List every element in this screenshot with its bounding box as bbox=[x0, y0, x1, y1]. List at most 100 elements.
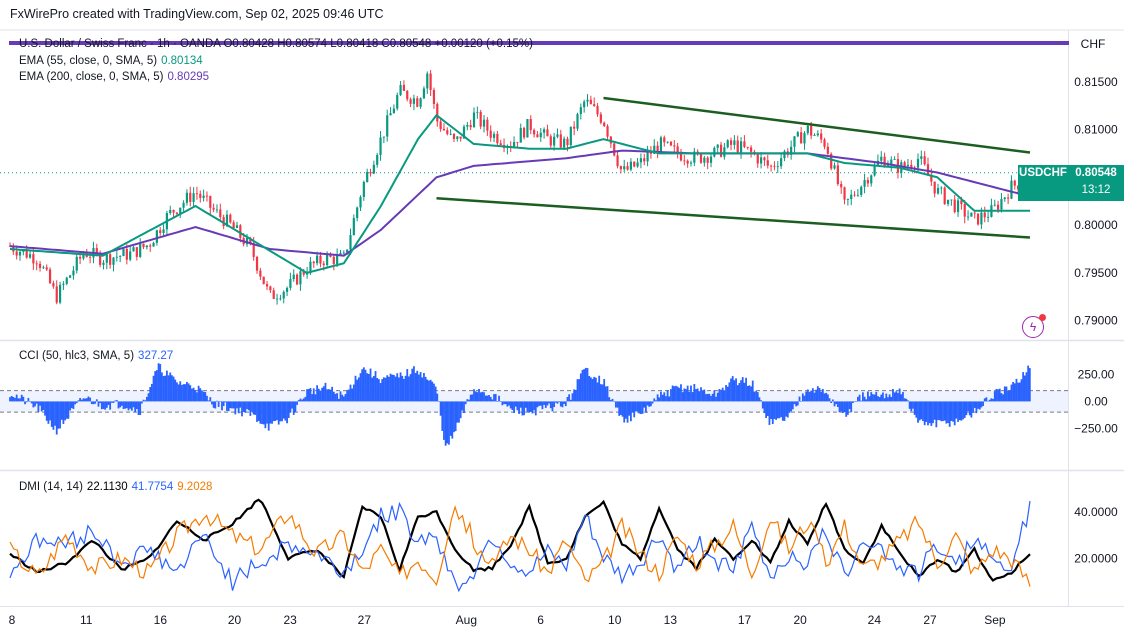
cci-bar bbox=[741, 377, 744, 402]
cci-bar bbox=[628, 401, 631, 416]
candle-body bbox=[553, 136, 556, 146]
candle-body bbox=[466, 124, 469, 127]
time-tick-label: 27 bbox=[923, 613, 937, 627]
cci-bar bbox=[216, 400, 218, 402]
candle-body bbox=[346, 249, 349, 253]
cci-bar bbox=[514, 401, 517, 407]
candle bbox=[589, 95, 592, 105]
alert-bolt-icon[interactable]: ϟ bbox=[1022, 314, 1046, 338]
cci-bar bbox=[745, 377, 747, 402]
cci-bar bbox=[963, 401, 966, 418]
cci-bar bbox=[716, 392, 719, 402]
candle-body bbox=[893, 159, 896, 160]
candle-body bbox=[940, 187, 943, 189]
cci-bar bbox=[765, 401, 767, 418]
candle bbox=[175, 212, 179, 216]
candle-body bbox=[823, 139, 826, 147]
cci-bar bbox=[231, 401, 233, 409]
cci-bar bbox=[132, 401, 135, 408]
cci-bar bbox=[484, 395, 487, 402]
candle-body bbox=[706, 157, 709, 163]
cci-bar bbox=[743, 382, 746, 402]
dmi-tick-label: 40.0000 bbox=[1074, 505, 1118, 519]
candle bbox=[843, 186, 846, 205]
cci-bar bbox=[1020, 379, 1023, 402]
time-tick-label: Sep bbox=[984, 613, 1006, 627]
candle bbox=[973, 211, 976, 219]
cci-bar bbox=[399, 372, 402, 402]
candle bbox=[112, 257, 115, 272]
cci-bar bbox=[853, 401, 856, 402]
candle bbox=[933, 181, 936, 198]
cci-bar bbox=[284, 401, 287, 421]
cci-bar bbox=[840, 401, 843, 412]
candle-body bbox=[152, 242, 155, 247]
candle bbox=[689, 160, 693, 167]
cci-bar bbox=[975, 401, 978, 414]
ema55-legend[interactable]: EMA (55, close, 0, SMA, 5) 0.80134 bbox=[19, 55, 203, 67]
cci-bar bbox=[377, 379, 380, 402]
cci-bar bbox=[404, 375, 407, 402]
cci-bar bbox=[551, 401, 554, 412]
candle-body bbox=[259, 270, 262, 277]
candle-body bbox=[48, 269, 52, 284]
cci-bar bbox=[55, 401, 58, 435]
candle-body bbox=[830, 153, 833, 169]
symbol-legend[interactable]: U.S. Dollar / Swiss Franc · 1h · OANDA O… bbox=[19, 38, 533, 50]
cci-bar bbox=[114, 400, 117, 402]
candle-body bbox=[342, 252, 345, 254]
candle-body bbox=[55, 286, 58, 303]
candle bbox=[739, 137, 743, 159]
cci-bar bbox=[521, 401, 524, 416]
cci-bar bbox=[419, 372, 422, 402]
cci-bar bbox=[821, 389, 824, 402]
candle-body bbox=[663, 137, 666, 143]
symbol-legend-text: U.S. Dollar / Swiss Franc · 1h · OANDA O… bbox=[19, 38, 533, 50]
cci-bar bbox=[19, 398, 21, 402]
cci-bar bbox=[877, 396, 879, 402]
cci-bar bbox=[992, 398, 994, 402]
candle-body bbox=[179, 207, 182, 214]
cci-legend[interactable]: CCI (50, hlc3, SMA, 5) 327.27 bbox=[19, 350, 173, 362]
cci-bar bbox=[401, 375, 404, 402]
candle-body bbox=[305, 273, 309, 275]
cci-bar bbox=[262, 401, 265, 425]
cci-bar bbox=[286, 401, 288, 424]
candle bbox=[362, 180, 365, 201]
ema200-legend[interactable]: EMA (200, close, 0, SMA, 5) 0.80295 bbox=[19, 71, 209, 83]
time-tick-label: 10 bbox=[608, 613, 622, 627]
candle bbox=[559, 129, 562, 150]
time-tick-label: 23 bbox=[284, 613, 298, 627]
cci-bar bbox=[77, 400, 80, 402]
cci-bar bbox=[544, 401, 547, 408]
candle bbox=[149, 243, 152, 252]
candle-body bbox=[603, 122, 606, 127]
cci-bar bbox=[763, 401, 766, 414]
cci-bar bbox=[543, 401, 546, 405]
candle bbox=[195, 186, 199, 200]
cci-bar bbox=[382, 377, 385, 402]
candle-body bbox=[566, 138, 569, 146]
candle-body bbox=[976, 213, 980, 225]
candle bbox=[532, 128, 536, 138]
candle bbox=[569, 126, 572, 148]
cci-bar bbox=[656, 394, 659, 402]
candle bbox=[636, 158, 639, 168]
candle bbox=[709, 153, 713, 168]
cci-bar bbox=[795, 401, 798, 407]
cci-bar bbox=[209, 397, 212, 402]
cci-bar bbox=[685, 389, 687, 402]
cci-bar bbox=[281, 401, 283, 422]
candle-body bbox=[446, 130, 449, 134]
candle-body bbox=[65, 277, 68, 284]
candle-body bbox=[806, 125, 809, 134]
candle-body bbox=[870, 175, 873, 184]
dmi-legend[interactable]: DMI (14, 14) 22.1130 41.7754 9.2028 bbox=[19, 481, 212, 493]
cci-bar bbox=[302, 398, 305, 402]
cci-bar bbox=[645, 401, 647, 413]
candle bbox=[676, 142, 679, 159]
candle bbox=[359, 195, 362, 212]
cci-bar bbox=[424, 376, 427, 402]
cci-bar bbox=[733, 380, 736, 402]
cci-bar bbox=[591, 378, 594, 402]
